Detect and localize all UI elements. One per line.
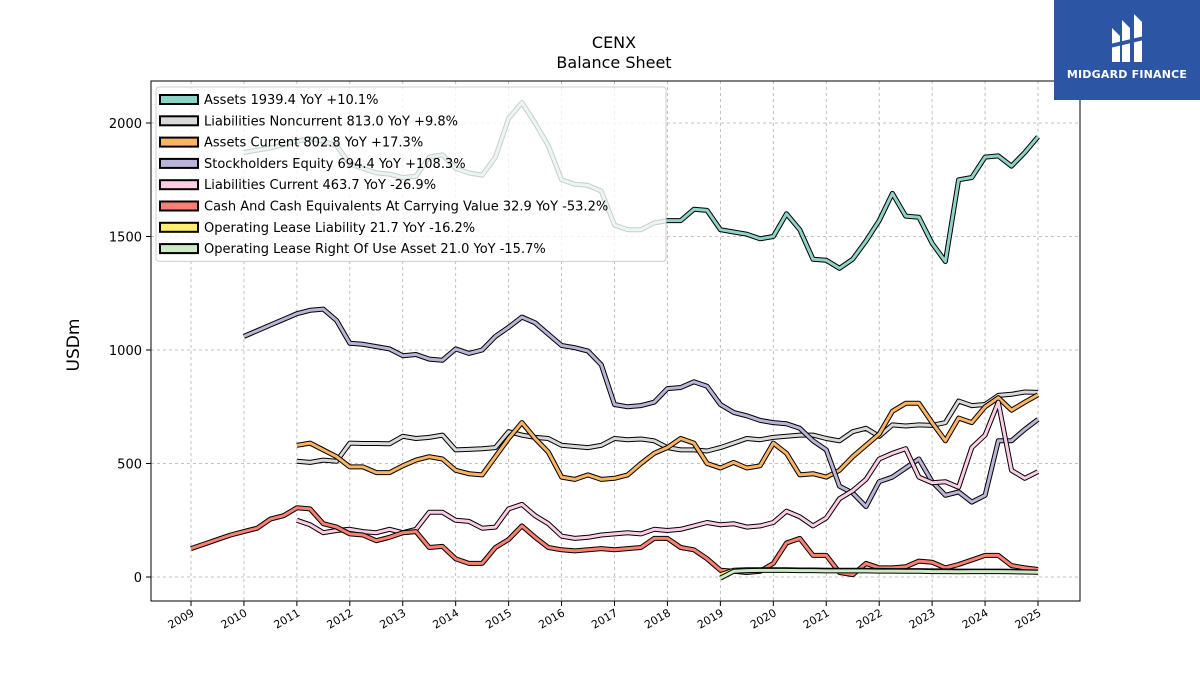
x-tick-label: 2018	[642, 606, 673, 631]
y-tick-label: 1000	[109, 344, 142, 359]
plot-frame	[150, 80, 1081, 602]
y-tick-label: 2000	[109, 117, 142, 132]
x-tick-label: 2024	[960, 606, 991, 631]
y-ticks: 0 500 1000 1500 2000	[109, 117, 151, 586]
legend-label: Assets 1939.4 YoY +10.1%	[204, 93, 379, 108]
y-axis-label: USDm	[64, 319, 84, 372]
legend-label: Liabilities Noncurrent 813.0 YoY +9.8%	[204, 114, 458, 129]
x-tick-label: 2022	[854, 606, 885, 631]
legend-label: Operating Lease Right Of Use Asset 21.0 …	[204, 242, 546, 257]
y-tick-label: 500	[117, 458, 142, 473]
x-tick-label: 2009	[166, 606, 197, 631]
legend-swatch	[159, 221, 199, 233]
series-line-assets-current	[296, 393, 1039, 481]
x-tick-label: 2015	[483, 606, 514, 631]
legend-label: Cash And Cash Equivalents At Carrying Va…	[204, 200, 608, 215]
x-tick-label: 2014	[430, 606, 461, 631]
series-line-stockholders-equity	[243, 307, 1039, 509]
brand-logo: MIDGARD FINANCE	[1054, 0, 1200, 100]
chart-title: CENX	[592, 33, 636, 52]
legend-swatch	[159, 243, 199, 255]
x-tick-label: 2010	[219, 606, 250, 631]
legend-label: Operating Lease Liability 21.7 YoY -16.2…	[204, 221, 475, 236]
y-tick-label: 0	[134, 571, 142, 586]
x-tick-label: 2023	[907, 606, 938, 631]
series-line-cash-and-cash-equivalents-at-carrying-value	[190, 506, 1039, 577]
x-tick-label: 2017	[589, 606, 620, 631]
x-tick-label: 2011	[272, 606, 303, 631]
series-line-liabilities-current	[296, 400, 1039, 540]
chart-subtitle: Balance Sheet	[556, 53, 671, 72]
legend-swatch	[159, 200, 199, 212]
legend-swatch	[159, 136, 199, 148]
x-tick-label: 2019	[695, 606, 726, 631]
legend-box	[155, 86, 667, 262]
legend-label: Assets Current 802.8 YoY +17.3%	[204, 136, 423, 151]
x-tick-label: 2020	[748, 606, 779, 631]
legend-label: Stockholders Equity 694.4 YoY +108.3%	[204, 157, 466, 172]
x-tick-label: 2025	[1013, 606, 1044, 631]
x-tick-label: 2021	[801, 606, 832, 631]
y-tick-label: 1500	[109, 231, 142, 246]
series-line-operating-lease-right-of-use-asset	[719, 568, 1039, 580]
x-tick-label: 2013	[378, 606, 409, 631]
legend: Assets 1939.4 YoY +10.1% Liabilities Nonc…	[155, 86, 667, 262]
legend-swatch	[159, 115, 199, 127]
legend-swatch	[159, 157, 199, 169]
series-outline-liabilities-noncurrent	[296, 389, 1039, 465]
x-tick-label: 2016	[536, 606, 567, 631]
legend-swatch	[159, 94, 199, 105]
brand-name: MIDGARD FINANCE	[1066, 68, 1188, 81]
legend-swatch	[159, 179, 199, 191]
x-ticks: 2009 2010 2011 2012 2013 2014 2015 2016 2017 2018…	[166, 601, 1044, 632]
x-tick-label: 2012	[325, 606, 356, 631]
brand-mark-icon	[1110, 14, 1144, 62]
legend-label: Liabilities Current 463.7 YoY -26.9%	[204, 178, 436, 193]
